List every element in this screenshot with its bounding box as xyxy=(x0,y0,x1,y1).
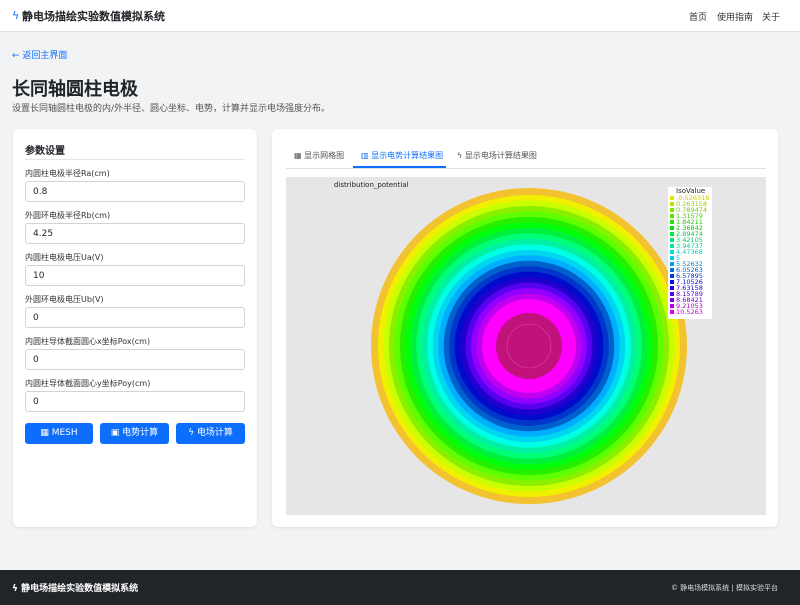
tab-text[interactable]: 显示网格图 xyxy=(304,151,345,160)
legend-title: IsoValue xyxy=(676,187,705,195)
legend-swatch xyxy=(670,244,674,248)
legend-swatch xyxy=(670,280,674,284)
legend-label: 5.52632 xyxy=(676,260,703,268)
footer: ϟ 静电场描绘实验数值模拟系统 © 静电场模拟系统 | 模拟实验平台 xyxy=(0,570,800,605)
legend-swatch xyxy=(670,310,674,314)
legend-label: 6.05263 xyxy=(676,266,703,274)
button-text[interactable]: 电场计算 xyxy=(196,428,233,438)
field-label: 内圆柱导体截面圆心y坐标Poy(cm) xyxy=(25,379,151,388)
plot: distribution_potential IsoValue -0.52631… xyxy=(286,177,766,515)
legend-bg xyxy=(668,187,712,319)
legend-swatch xyxy=(670,292,674,296)
tab-text[interactable]: 显示电场计算结果图 xyxy=(464,151,537,160)
back-text[interactable]: 返回主界面 xyxy=(22,51,68,61)
legend-swatch xyxy=(670,286,674,290)
rings xyxy=(371,188,687,504)
inner-electrode xyxy=(496,313,562,379)
legend-label: 5 xyxy=(676,254,680,262)
legend-swatch xyxy=(670,298,674,302)
tab-underline xyxy=(353,166,446,168)
button-text[interactable]: MESH xyxy=(51,428,78,438)
params-title: 参数设置 xyxy=(25,146,65,157)
legend-label: 4.47368 xyxy=(676,248,703,256)
text-input[interactable]: 0 xyxy=(25,391,245,412)
legend: -0.5263160.2631580.7894741.315791.842112… xyxy=(670,194,709,316)
legend-label: 2.36842 xyxy=(676,224,703,232)
potential-button[interactable]: ▣ 电势计算 xyxy=(100,423,169,444)
legend-swatch xyxy=(670,262,674,266)
mesh-button[interactable]: ▦ MESH xyxy=(25,423,93,444)
legend-swatch xyxy=(670,220,674,224)
text-input[interactable]: 0 xyxy=(25,307,245,328)
legend-label: 1.31579 xyxy=(676,212,703,220)
text-input[interactable]: 0 xyxy=(25,349,245,370)
nav-link[interactable]: 使用指南 xyxy=(717,13,754,23)
legend-label: 10.5263 xyxy=(676,308,703,316)
legend-swatch xyxy=(670,232,674,236)
legend-swatch xyxy=(670,304,674,308)
divider xyxy=(25,159,245,160)
legend-label: 7.10526 xyxy=(676,278,703,286)
field-label: 内圆柱电极半径Ra(cm) xyxy=(25,169,110,178)
tab-active[interactable]: ▥ 显示电势计算结果图 xyxy=(361,151,444,160)
tab[interactable]: ϟ 显示电场计算结果图 xyxy=(457,151,537,160)
button-text[interactable]: 电势计算 xyxy=(122,428,159,438)
legend-label: 3.42105 xyxy=(676,236,703,244)
tab-text[interactable]: 显示电势计算结果图 xyxy=(371,151,444,160)
legend-label: 6.57895 xyxy=(676,272,703,280)
legend-label: 0.263158 xyxy=(676,200,707,208)
legend-swatch xyxy=(670,196,674,200)
text-input[interactable]: 0.8 xyxy=(25,181,245,202)
back-link[interactable]: ← 返回主界面 xyxy=(12,51,68,61)
inner-edge xyxy=(506,323,552,369)
legend-label: 8.15789 xyxy=(676,290,703,298)
legend-label: -0.526316 xyxy=(676,194,709,202)
nav-link[interactable]: 首页 xyxy=(689,13,708,23)
legend-swatch xyxy=(670,208,674,212)
navbar: ϟ 静电场描绘实验数值模拟系统 首页 使用指南 关于 xyxy=(0,0,800,32)
legend-label: 2.89474 xyxy=(676,230,703,238)
page-title: 长同轴圆柱电极 xyxy=(12,79,138,100)
legend-label: 0.789474 xyxy=(676,206,707,214)
tab-border xyxy=(286,168,766,169)
bolt-icon: ϟ xyxy=(12,9,20,22)
plot-title: distribution_potential xyxy=(334,181,409,189)
text-input[interactable]: 10 xyxy=(25,265,245,286)
legend-swatch xyxy=(670,250,674,254)
field-label: 内圆柱导体截面圆心x坐标Pox(cm) xyxy=(25,337,151,346)
field-label: 内圆柱电极电压Ua(V) xyxy=(25,253,104,262)
legend-swatch xyxy=(670,226,674,230)
legend-label: 1.84211 xyxy=(676,218,703,226)
footer-brand-text: 静电场描绘实验数值模拟系统 xyxy=(21,584,139,594)
footer-copyright: © 静电场模拟系统 | 模拟实验平台 xyxy=(670,584,778,592)
tab[interactable]: ▦ 显示网格图 xyxy=(294,151,345,160)
legend-swatch xyxy=(670,268,674,272)
legend-swatch xyxy=(670,214,674,218)
legend-label: 7.63158 xyxy=(676,284,703,292)
text-input[interactable]: 4.25 xyxy=(25,223,245,244)
field-label: 外圆环电极半径Rb(cm) xyxy=(25,211,111,220)
legend-label: 9.21053 xyxy=(676,302,703,310)
footer-brand: ϟ 静电场描绘实验数值模拟系统 xyxy=(12,584,139,594)
legend-swatch xyxy=(670,202,674,206)
legend-swatch xyxy=(670,256,674,260)
brand[interactable]: 静电场描绘实验数值模拟系统 xyxy=(22,10,165,23)
field-button[interactable]: ϟ 电场计算 xyxy=(176,423,245,444)
legend-label: 8.68421 xyxy=(676,296,703,304)
field-label: 外圆环电极电压Ub(V) xyxy=(25,295,104,304)
nav-link[interactable]: 关于 xyxy=(762,13,781,23)
legend-swatch xyxy=(670,274,674,278)
legend-swatch xyxy=(670,238,674,242)
page-description: 设置长同轴圆柱电极的内/外半径、圆心坐标、电势，计算并显示电场强度分布。 xyxy=(12,104,331,114)
legend-label: 3.94737 xyxy=(676,242,703,250)
